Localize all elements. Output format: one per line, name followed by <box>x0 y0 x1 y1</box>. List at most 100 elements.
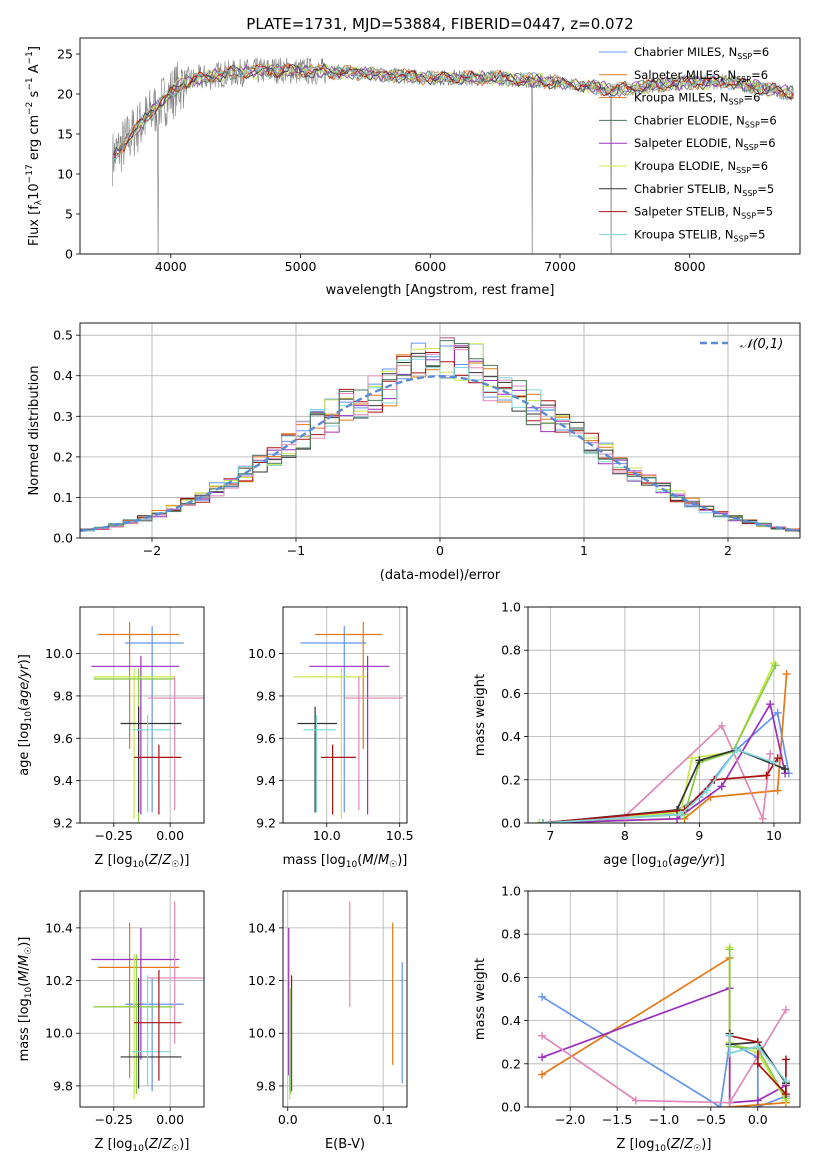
weight-marker <box>766 700 775 709</box>
y-tick-label: 10.0 <box>45 1026 73 1041</box>
x-tick-label: 2 <box>724 543 732 558</box>
weight-lines <box>535 659 793 823</box>
legend-label: Salpeter ELODIE, NSSP=6 <box>634 136 776 152</box>
weight-marker <box>725 945 734 954</box>
y-tick-label: 5 <box>65 207 73 222</box>
x-tick-label: 8000 <box>674 259 706 274</box>
weight-marker <box>702 786 711 795</box>
errorbars <box>293 621 403 819</box>
weight-marker <box>538 1053 547 1062</box>
errorbars <box>91 621 204 823</box>
y-tick-label: 10.4 <box>248 920 276 935</box>
y-axis-label: age [log10(age/yr)] <box>17 654 34 776</box>
y-tick-label: 10.4 <box>45 920 73 935</box>
panel-age_vs_mass: 10.0 10.5 9.2 9.4 9.6 9.8 10.0 mass [log10(M/M☉… <box>248 606 414 870</box>
legend-sub: SSP <box>742 189 757 198</box>
weight-marker <box>725 1049 734 1057</box>
errorbars <box>91 901 204 1100</box>
x-tick-label: −2.0 <box>555 1112 585 1127</box>
y-tick-label: 10 <box>57 167 73 182</box>
weight-line <box>542 664 777 823</box>
errorbars <box>288 901 403 1100</box>
y-tick-label: 0.2 <box>501 1056 521 1071</box>
weight-lines <box>538 943 790 1107</box>
legend-val: =6 <box>760 113 777 127</box>
x-tick-label: −1 <box>287 543 305 558</box>
weight-marker <box>725 1031 734 1040</box>
y-tick-label: 1.0 <box>501 600 521 615</box>
legend-val: =6 <box>751 159 768 173</box>
weight-marker <box>673 814 682 823</box>
x-tick-label: 0.00 <box>156 828 184 843</box>
x-tick-label: −1.0 <box>649 1112 679 1127</box>
y-tick-label: 0.6 <box>501 970 521 985</box>
x-tick-label: −1.5 <box>602 1112 632 1127</box>
legend-label: Kroupa STELIB, NSSP=5 <box>634 227 765 243</box>
weight-marker <box>725 1098 734 1107</box>
legend-sub: SSP <box>736 75 751 84</box>
observed-spectrum <box>112 57 794 254</box>
axes-frame <box>282 890 408 1108</box>
weight-marker <box>753 1059 762 1068</box>
y-axis-label: mass weight <box>473 674 488 756</box>
panel-weight_vs_Z: −2.0 −1.5 −1.0 −0.5 0.0 0.0 0.2 0.4 0.6 0.8 1.0 Z [… <box>473 884 801 1154</box>
x-axis-label: wavelength [Angstrom, rest frame] <box>326 283 555 298</box>
weight-marker <box>695 756 704 765</box>
axes-frame <box>282 606 408 824</box>
y-tick-label: 10.0 <box>45 646 73 661</box>
y-tick-label: 1.0 <box>501 884 521 899</box>
weight-marker <box>771 661 780 670</box>
y-tick-label: 9.4 <box>53 773 73 788</box>
y-tick-label: 10.0 <box>248 1026 276 1041</box>
y-tick-label: 9.8 <box>53 688 73 703</box>
x-tick-label: 10.0 <box>313 828 341 843</box>
y-tick-label: 0.0 <box>501 1100 521 1115</box>
y-tick-label: 9.2 <box>256 816 276 831</box>
weight-marker <box>781 765 790 773</box>
histograms <box>80 337 800 534</box>
panel-residuals: −2 −1 0 1 2 0.0 0.1 0.2 0.3 0.4 0.5 (data-model)/er… <box>27 322 801 583</box>
x-axis-label: (data-model)/error <box>380 568 501 583</box>
y-tick-label: 0.2 <box>53 449 73 464</box>
weight-marker <box>687 754 696 763</box>
x-tick-label: 0.0 <box>278 1112 298 1127</box>
legend-label: 𝒩(0,1) <box>740 337 783 352</box>
x-tick-label: −2 <box>143 543 161 558</box>
x-tick-label: −0.25 <box>95 828 133 843</box>
panel-mass_vs_ebv: 0.0 0.1 9.8 10.0 10.2 10.4 E(B-V) <box>248 890 408 1152</box>
weight-marker <box>769 758 778 767</box>
weight-marker <box>782 669 791 678</box>
legend-label: Salpeter MILES, NSSP=6 <box>634 68 768 84</box>
weight-marker <box>546 819 555 823</box>
y-tick-label: 0.3 <box>53 409 73 424</box>
x-tick-label: 5000 <box>285 259 317 274</box>
weight-marker <box>538 992 547 1001</box>
model-spectrum <box>113 62 794 155</box>
x-tick-label: 1 <box>580 543 588 558</box>
y-tick-label: 0.4 <box>501 1013 521 1028</box>
legend-sub: SSP <box>736 166 751 175</box>
weight-marker <box>762 771 771 780</box>
panel-spectrum: 4000 5000 6000 7000 8000 0 5 10 15 20 25 wavelength… <box>25 37 801 298</box>
legend-val: =5 <box>749 227 766 241</box>
spectrum-lines <box>112 57 794 254</box>
weight-marker <box>773 786 782 795</box>
y-tick-label: 9.8 <box>256 1078 276 1093</box>
x-tick-label: 9 <box>695 828 703 843</box>
legend-val: =6 <box>759 136 776 150</box>
x-tick-label: 10.5 <box>386 828 414 843</box>
legend-label: Salpeter STELIB, NSSP=5 <box>634 205 773 221</box>
weight-marker <box>781 1090 790 1099</box>
x-tick-label: 7 <box>546 828 554 843</box>
x-axis-label: mass [log10(M/M☉)] <box>283 853 408 870</box>
weight-marker <box>717 782 726 791</box>
y-tick-label: 0.4 <box>53 368 73 383</box>
axes-frame <box>527 890 801 1108</box>
model-spectrum <box>113 65 794 160</box>
y-tick-label: 0.8 <box>501 927 521 942</box>
legend: Chabrier MILES, NSSP=6 Salpeter MILES, NS… <box>599 45 777 243</box>
weight-marker <box>538 1070 547 1079</box>
weight-marker <box>753 1096 762 1105</box>
x-tick-label: 0.00 <box>156 1112 184 1127</box>
y-tick-label: 0.0 <box>53 531 73 546</box>
